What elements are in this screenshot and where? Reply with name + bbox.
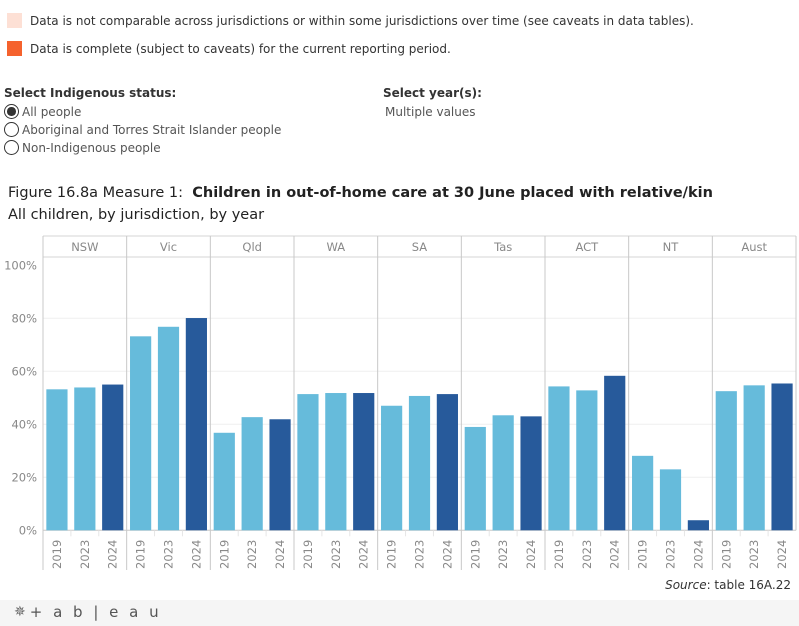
legend-swatch-complete (7, 41, 22, 56)
radio-non-indigenous[interactable]: Non-Indigenous people (4, 140, 161, 155)
bar-vic-2023 (157, 326, 180, 531)
x-tick-label: 2023 (664, 540, 678, 569)
radio-selected-icon[interactable] (4, 104, 19, 119)
x-tick-label: 2019 (50, 540, 64, 569)
radio-all-people[interactable]: All people (4, 104, 81, 119)
x-tick-label: 2024 (691, 540, 705, 569)
panel-header-qld: Qld (242, 240, 262, 254)
y-tick-label: 100% (4, 258, 37, 272)
bar-act-2024 (604, 375, 626, 531)
y-tick-label: 40% (11, 417, 37, 431)
bar-vic-2019 (130, 336, 152, 531)
tableau-footer (0, 600, 799, 626)
bar-sa-2019 (381, 405, 403, 531)
year-filter-title: Select year(s): (383, 86, 482, 100)
radio-aboriginal-torres-strait[interactable]: Aboriginal and Torres Strait Islander pe… (4, 122, 281, 137)
x-tick-label: 2023 (413, 540, 427, 569)
x-tick-label: 2019 (301, 540, 315, 569)
x-tick-label: 2024 (106, 540, 120, 569)
bar-nsw-2019 (46, 389, 68, 531)
panel-header-nt: NT (663, 240, 680, 254)
bar-sa-2024 (436, 394, 458, 531)
figure-title-bold: Children in out-of-home care at 30 June … (192, 185, 713, 201)
legend-label-not-comparable: Data is not comparable across jurisdicti… (30, 13, 694, 28)
radio-label[interactable]: All people (22, 104, 82, 119)
bar-act-2019 (548, 386, 570, 531)
radio-label[interactable]: Aboriginal and Torres Strait Islander pe… (22, 122, 282, 137)
bar-nt-2024 (687, 520, 709, 531)
x-tick-label: 2023 (245, 540, 259, 569)
tableau-logo-text: + a b | e a u (29, 603, 162, 621)
radio-unselected-icon[interactable] (4, 140, 19, 155)
legend-label-complete: Data is complete (subject to caveats) fo… (30, 41, 451, 56)
x-tick-label: 2023 (580, 540, 594, 569)
legend-item-complete: Data is complete (subject to caveats) fo… (7, 41, 451, 56)
bar-wa-2019 (297, 394, 319, 531)
legend-item-not-comparable: Data is not comparable across jurisdicti… (7, 13, 694, 28)
radio-label[interactable]: Non-Indigenous people (22, 140, 161, 155)
bar-tas-2024 (520, 416, 542, 531)
panel-header-sa: SA (412, 240, 428, 254)
panel-header-nsw: NSW (71, 240, 98, 254)
y-tick-label: 20% (11, 470, 37, 484)
x-tick-label: 2024 (524, 540, 538, 569)
tableau-logo-icon: ✵ (14, 604, 26, 620)
bar-tas-2023 (492, 415, 514, 531)
panel-header-aust: Aust (741, 240, 767, 254)
radio-unselected-icon[interactable] (4, 122, 19, 137)
y-tick-label: 0% (19, 523, 37, 537)
figure-title-prefix: Figure 16.8a Measure 1: (8, 185, 193, 201)
panel-header-vic: Vic (160, 240, 177, 254)
x-tick-label: 2024 (440, 540, 454, 569)
tableau-logo[interactable]: ✵ + a b | e a u (14, 603, 162, 621)
bar-qld-2023 (241, 417, 263, 531)
figure-title: Figure 16.8a Measure 1: Children in out-… (8, 185, 713, 201)
bar-aust-2024 (771, 383, 793, 531)
bar-nt-2019 (632, 455, 654, 531)
bar-chart: 0% 20% 40% 60% 80% 100% NSW 2019 2023 2024 Vic 2019… (4, 235, 797, 570)
bar-wa-2023 (325, 393, 347, 531)
x-tick-label: 2024 (608, 540, 622, 569)
bar-sa-2023 (408, 395, 431, 531)
bar-wa-2024 (353, 393, 375, 531)
bar-act-2023 (576, 390, 598, 531)
panel-header-wa: WA (327, 240, 346, 254)
x-tick-label: 2023 (78, 540, 92, 569)
figure-subtitle: All children, by jurisdiction, by year (8, 207, 265, 223)
x-tick-label: 2024 (273, 540, 287, 569)
x-tick-label: 2019 (552, 540, 566, 569)
bar-vic-2024 (185, 318, 207, 531)
source-label: Source (665, 578, 707, 592)
x-tick-label: 2019 (636, 540, 650, 569)
panel-header-act: ACT (575, 240, 599, 254)
x-tick-label: 2019 (468, 540, 482, 569)
bar-aust-2019 (715, 391, 737, 531)
legend-swatch-not-comparable (7, 13, 22, 28)
indigenous-status-filter-title: Select Indigenous status: (4, 86, 177, 100)
bar-nsw-2023 (74, 387, 96, 531)
x-tick-label: 2019 (385, 540, 399, 569)
x-tick-label: 2024 (189, 540, 203, 569)
year-filter-value[interactable]: Multiple values (385, 105, 476, 119)
x-tick-label: 2024 (357, 540, 371, 569)
x-tick-label: 2019 (134, 540, 148, 569)
bar-nsw-2024 (102, 384, 124, 531)
panel-header-tas: Tas (493, 240, 512, 254)
bar-aust-2023 (743, 385, 765, 531)
source-note: Source: table 16A.22 (665, 578, 791, 592)
x-tick-label: 2024 (775, 540, 789, 569)
source-text: : table 16A.22 (706, 578, 791, 592)
x-tick-label: 2023 (329, 540, 343, 569)
x-tick-label: 2023 (747, 540, 761, 569)
bar-nt-2023 (659, 469, 682, 531)
bar-tas-2019 (464, 426, 486, 531)
x-tick-label: 2023 (162, 540, 176, 569)
x-tick-label: 2019 (217, 540, 231, 569)
y-tick-label: 80% (11, 311, 37, 325)
bar-qld-2024 (269, 419, 291, 531)
y-tick-label: 60% (11, 364, 37, 378)
x-tick-label: 2019 (719, 540, 733, 569)
bar-qld-2019 (213, 432, 235, 531)
x-tick-label: 2023 (496, 540, 510, 569)
